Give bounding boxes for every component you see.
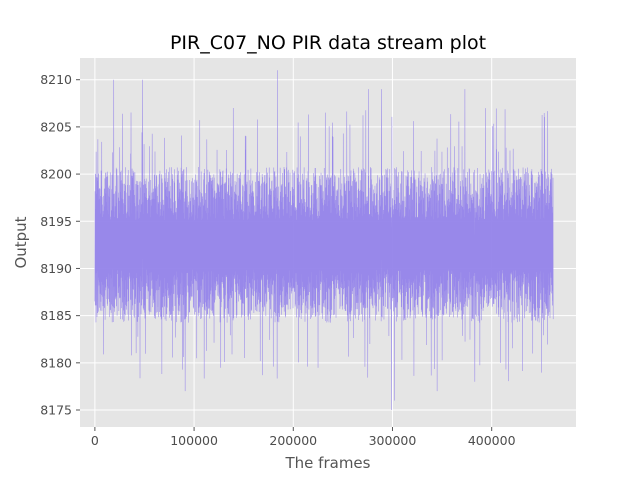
series-layer — [94, 70, 554, 411]
x-axis-label: The frames — [285, 454, 371, 472]
x-tick-label: 200000 — [269, 433, 317, 448]
y-axis-ticks: 8175 8180 8185 8190 8195 8200 8205 8210 — [40, 72, 80, 418]
chart-title: PIR_C07_NO PIR data stream plot — [170, 32, 486, 54]
y-tick-label: 8175 — [40, 403, 72, 418]
y-tick-label: 8205 — [40, 119, 72, 134]
x-axis-ticks: 0 100000 200000 300000 400000 — [91, 427, 516, 448]
y-tick-label: 8200 — [40, 167, 72, 182]
series-line — [94, 70, 554, 411]
x-tick-label: 0 — [91, 433, 99, 448]
x-tick-label: 100000 — [170, 433, 218, 448]
y-tick-label: 8190 — [40, 261, 72, 276]
y-tick-label: 8195 — [40, 214, 72, 229]
y-tick-label: 8180 — [40, 355, 72, 370]
x-tick-label: 300000 — [369, 433, 417, 448]
y-axis-label: Output — [12, 216, 30, 268]
x-tick-label: 400000 — [468, 433, 516, 448]
y-tick-label: 8210 — [40, 72, 72, 87]
y-tick-label: 8185 — [40, 308, 72, 323]
